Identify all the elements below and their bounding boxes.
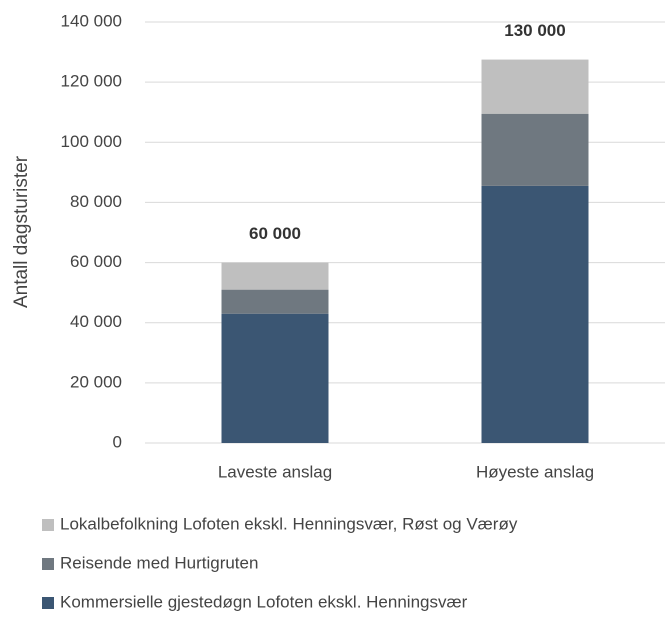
total-label: 130 000 <box>504 21 565 40</box>
bar-segment <box>481 59 589 114</box>
bar-segment <box>221 289 329 314</box>
y-tick-label: 120 000 <box>61 72 122 91</box>
y-tick-label: 60 000 <box>70 252 122 271</box>
legend-label: Lokalbefolkning Lofoten ekskl. Henningsv… <box>60 514 518 533</box>
bar-segment <box>221 262 329 290</box>
legend-swatch <box>42 597 54 609</box>
y-tick-label: 20 000 <box>70 372 122 391</box>
bar-segment <box>481 185 589 443</box>
x-tick-label: Høyeste anslag <box>476 462 594 481</box>
y-tick-label: 100 000 <box>61 132 122 151</box>
legend-swatch <box>42 558 54 570</box>
legend-label: Reisende med Hurtigruten <box>60 553 258 572</box>
bar-segment <box>221 313 329 443</box>
x-tick-label: Laveste anslag <box>218 462 332 481</box>
y-tick-label: 80 000 <box>70 192 122 211</box>
legend-swatch <box>42 519 54 531</box>
y-tick-label: 140 000 <box>61 11 122 30</box>
y-tick-label: 40 000 <box>70 312 122 331</box>
y-axis-title: Antall dagsturister <box>11 155 32 308</box>
legend-label: Kommersielle gjestedøgn Lofoten ekskl. H… <box>60 592 468 611</box>
total-label: 60 000 <box>249 224 301 243</box>
bar-segment <box>481 113 589 186</box>
y-tick-label: 0 <box>113 432 122 451</box>
